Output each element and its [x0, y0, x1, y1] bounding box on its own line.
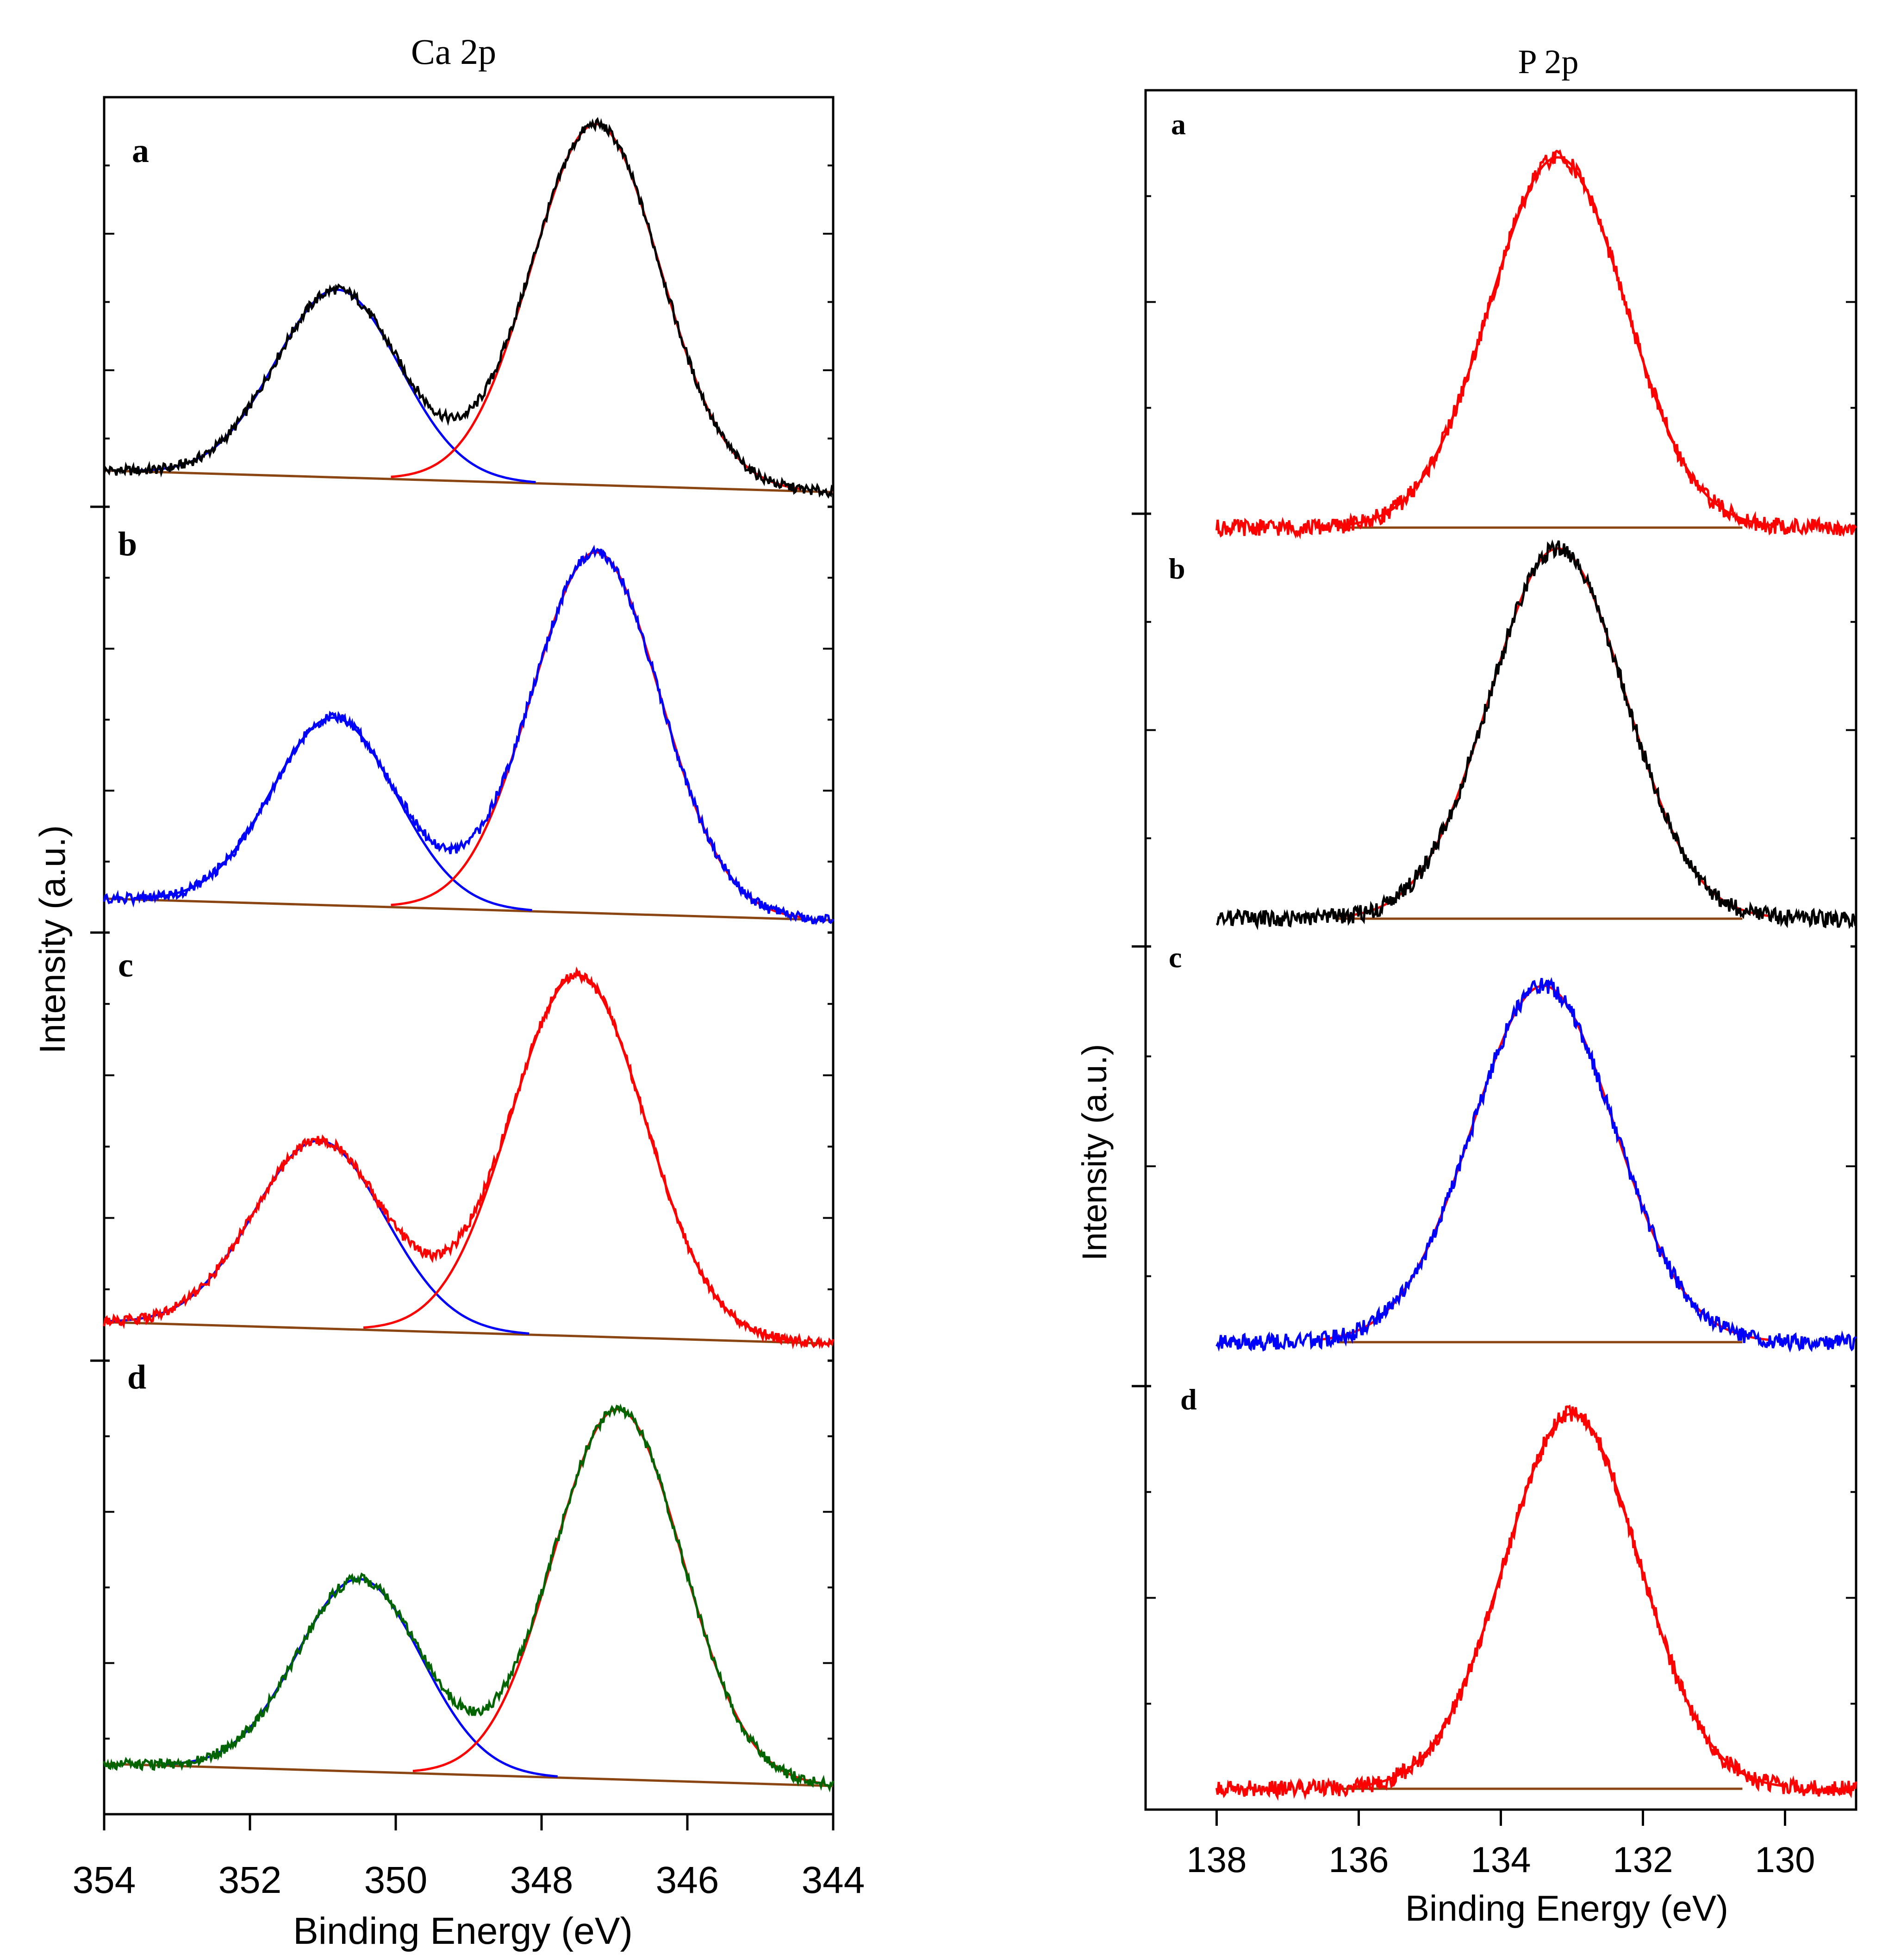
- ca2p-panel-label-a: a: [132, 132, 149, 170]
- p2p-panel-label-a: a: [1171, 108, 1186, 141]
- ca2p-panel-label-b: b: [118, 525, 137, 563]
- p2p-tick-label-134: 134: [1471, 1839, 1531, 1880]
- ca2p-panel-a: [103, 117, 834, 499]
- p2p-panel-d: [1215, 1404, 1857, 1801]
- p2p-plot-area: [1132, 89, 1857, 1826]
- ca2p-plot-frame: [103, 96, 835, 1816]
- ca2p-panel-labels: a b c d: [118, 132, 149, 1396]
- p2p-tick-label-136: 136: [1328, 1839, 1389, 1880]
- ca2p-panel-d: [103, 1403, 835, 1793]
- ca2p-x-axis-label: Binding Energy (eV): [293, 1910, 633, 1952]
- ca2p-y-axis-label: Intensity (a.u.): [32, 825, 73, 1054]
- p2p-panel-a: [1215, 149, 1857, 540]
- p2p-tick-label-130: 130: [1755, 1839, 1815, 1880]
- p2p-y-axis-label: Intensity (a.u.): [1075, 1044, 1114, 1261]
- ca2p-tick-label-344: 344: [802, 1859, 865, 1901]
- p2p-tick-labels: 138 136 134 132 130: [1186, 1839, 1815, 1880]
- ca2p-tick-label-352: 352: [218, 1859, 282, 1901]
- p2p-tick-label-138: 138: [1186, 1839, 1246, 1880]
- ca2p-panel-c: [103, 966, 835, 1350]
- ca2p-spectrum-a: [103, 117, 834, 499]
- ca2p-panel-label-c: c: [118, 946, 133, 984]
- p2p-chart: P 2p Intensity (a.u.) Binding Energy (eV…: [1075, 43, 1857, 1929]
- ca2p-baseline-b: [104, 897, 834, 921]
- ca2p-panel-b: [103, 544, 835, 926]
- p2p-spectrum-b: [1215, 539, 1857, 931]
- p2p-spectrum-c: [1215, 977, 1857, 1353]
- p2p-panel-c: [1215, 977, 1857, 1353]
- ca2p-chart: Ca 2p Intensity (a.u.) Binding Energy (e…: [32, 31, 865, 1952]
- p2p-panel-label-d: d: [1180, 1383, 1197, 1416]
- ca2p-tick-label-350: 350: [364, 1859, 428, 1901]
- ca2p-baseline-a: [104, 469, 834, 493]
- ca2p-title: Ca 2p: [411, 31, 496, 72]
- ca2p-tick-label-346: 346: [656, 1859, 719, 1901]
- ca2p-plot-area: [90, 96, 835, 1830]
- p2p-panel-label-b: b: [1169, 552, 1185, 585]
- ca2p-baseline-d: [104, 1762, 834, 1787]
- ca2p-spectrum-c: [103, 966, 835, 1350]
- ca2p-panel-label-d: d: [127, 1358, 146, 1396]
- ca2p-spectrum-d: [103, 1403, 835, 1793]
- ca2p-tick-label-348: 348: [510, 1859, 573, 1901]
- ca2p-tick-labels: 354 352 350 348 346 344: [73, 1859, 865, 1901]
- p2p-x-axis-label: Binding Energy (eV): [1405, 1888, 1728, 1929]
- p2p-title: P 2p: [1518, 43, 1579, 81]
- p2p-spectrum-d: [1215, 1404, 1857, 1801]
- p2p-tick-label-132: 132: [1613, 1839, 1673, 1880]
- p2p-panel-labels: a b c d: [1169, 108, 1197, 1416]
- p2p-panel-label-c: c: [1169, 941, 1182, 974]
- p2p-spectrum-a: [1215, 149, 1857, 540]
- ca2p-spectrum-b: [103, 544, 835, 926]
- ca2p-baseline-c: [104, 1321, 834, 1345]
- p2p-panel-b: [1215, 539, 1857, 931]
- ca2p-tick-label-354: 354: [73, 1859, 136, 1901]
